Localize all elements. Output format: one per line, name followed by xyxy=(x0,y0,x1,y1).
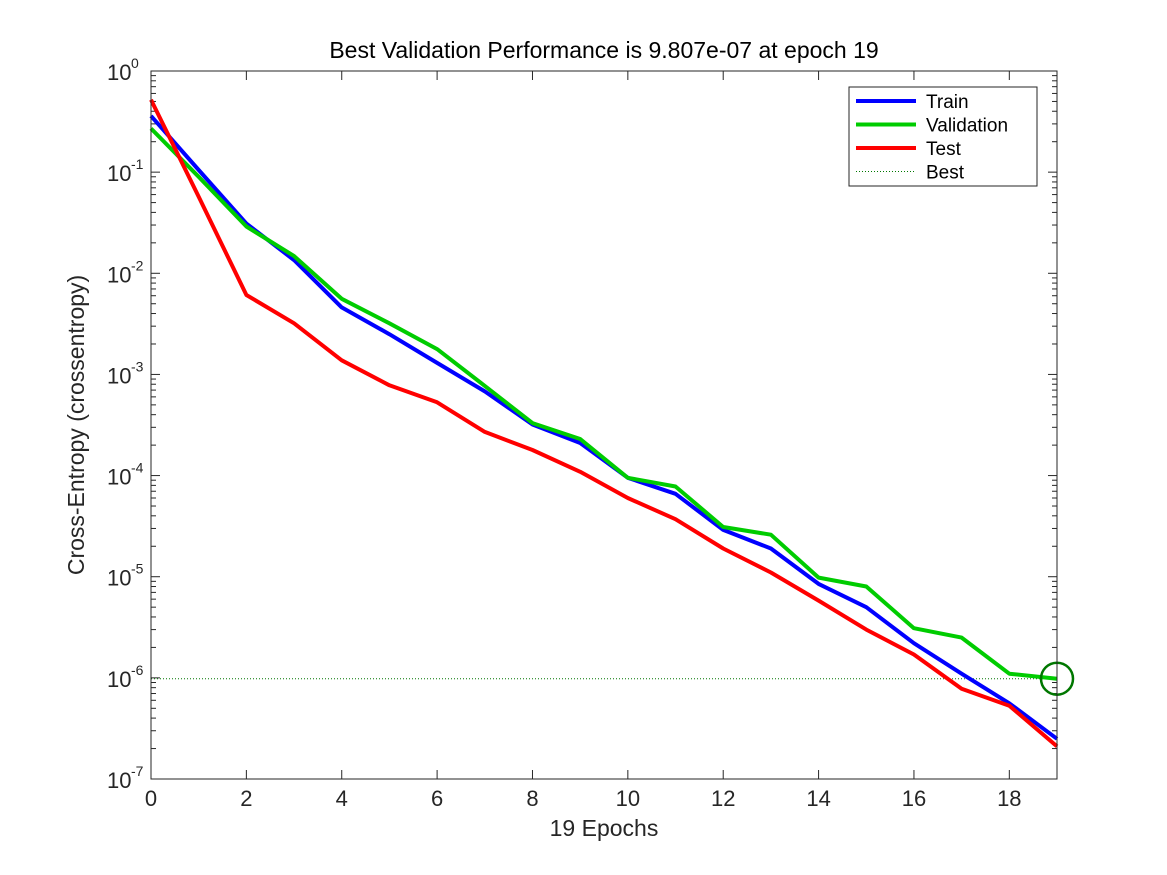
y-tick-label: 10 -2 xyxy=(107,257,144,287)
chart-title: Best Validation Performance is 9.807e-07… xyxy=(329,37,878,63)
y-tick-exponent: -6 xyxy=(131,662,144,678)
y-tick-label: 10 -7 xyxy=(107,763,144,793)
series-line-validation xyxy=(149,127,1058,681)
series-line-test xyxy=(149,98,1059,748)
x-axis-label: 19 Epochs xyxy=(550,815,659,841)
x-tick-label: 14 xyxy=(806,786,830,811)
legend-label: Test xyxy=(926,139,962,160)
y-tick-base: 10 xyxy=(107,161,131,186)
x-tick-label: 12 xyxy=(711,786,735,811)
y-tick-label: 10 -1 xyxy=(107,156,144,186)
x-axis-ticks: 0 2 4 6 8 10 12 14 16 18 xyxy=(145,71,1022,811)
y-tick-label: 10 -3 xyxy=(107,358,144,388)
axes-box xyxy=(150,70,1058,780)
y-tick-base: 10 xyxy=(107,60,131,85)
legend-label: Validation xyxy=(926,116,1008,137)
x-tick-label: 10 xyxy=(616,786,640,811)
series-lines xyxy=(149,98,1059,748)
y-tick-base: 10 xyxy=(107,363,131,388)
legend-item: Best xyxy=(856,163,965,184)
y-tick-exponent: -1 xyxy=(131,156,144,172)
x-tick-label: 18 xyxy=(997,786,1021,811)
y-tick-exponent: -3 xyxy=(131,358,144,374)
y-tick-label: 10 -6 xyxy=(107,662,144,692)
legend-item: Test xyxy=(856,139,962,160)
plot-area xyxy=(151,71,1057,779)
y-tick-base: 10 xyxy=(107,566,131,591)
legend-item: Validation xyxy=(856,116,1008,137)
y-tick-exponent: -2 xyxy=(131,257,144,273)
y-tick-base: 10 xyxy=(107,667,131,692)
x-tick-label: 8 xyxy=(526,786,538,811)
legend-label: Best xyxy=(926,163,965,184)
y-tick-label: 10 -5 xyxy=(107,561,144,591)
x-tick-label: 16 xyxy=(902,786,926,811)
legend-label: Train xyxy=(926,92,969,113)
y-tick-base: 10 xyxy=(107,465,131,490)
x-tick-label: 0 xyxy=(145,786,157,811)
x-tick-label: 2 xyxy=(240,786,252,811)
y-tick-exponent: 0 xyxy=(131,55,139,71)
x-tick-label: 6 xyxy=(431,786,443,811)
y-tick-label: 10 -4 xyxy=(107,460,144,490)
y-tick-exponent: -4 xyxy=(131,460,144,476)
y-tick-label: 10 0 xyxy=(107,55,139,85)
y-axis-label: Cross-Entropy (crossentropy) xyxy=(63,275,89,575)
y-tick-base: 10 xyxy=(107,262,131,287)
y-tick-exponent: -5 xyxy=(131,561,144,577)
legend-box xyxy=(848,86,1038,187)
y-tick-exponent: -7 xyxy=(131,763,144,779)
legend-item: Train xyxy=(856,92,969,113)
x-tick-label: 4 xyxy=(336,786,348,811)
y-tick-base: 10 xyxy=(107,768,131,793)
